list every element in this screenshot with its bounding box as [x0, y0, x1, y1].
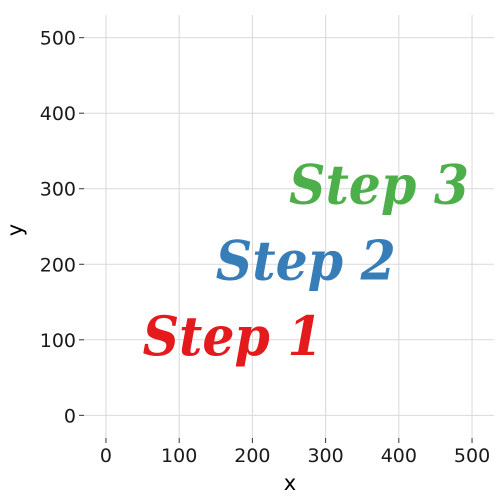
point-label-2: Step 2	[216, 228, 396, 292]
y-tick-label: 400	[40, 103, 76, 125]
y-tick-label: 100	[40, 330, 76, 352]
x-tick-label: 500	[454, 445, 490, 467]
x-tick-label: 0	[100, 445, 112, 467]
y-axis-title: y	[3, 224, 27, 236]
y-tick-label: 300	[40, 179, 76, 201]
y-tick-label: 500	[40, 28, 76, 50]
text-labels: Step 1 Step 2 Step 3	[143, 153, 469, 368]
x-tick-label: 400	[381, 445, 417, 467]
x-tick-label: 200	[234, 445, 270, 467]
grid	[84, 15, 494, 438]
point-label-3: Step 3	[289, 153, 469, 217]
y-tick-label: 200	[40, 254, 76, 276]
x-axis-title: x	[284, 471, 296, 495]
point-label-1: Step 1	[143, 304, 323, 368]
x-tick-label: 100	[161, 445, 197, 467]
y-tick-label: 0	[64, 405, 76, 427]
y-axis: 0 100 200 300 400 500	[40, 28, 84, 427]
x-tick-label: 300	[307, 445, 343, 467]
x-axis: 0 100 200 300 400 500	[100, 438, 490, 467]
